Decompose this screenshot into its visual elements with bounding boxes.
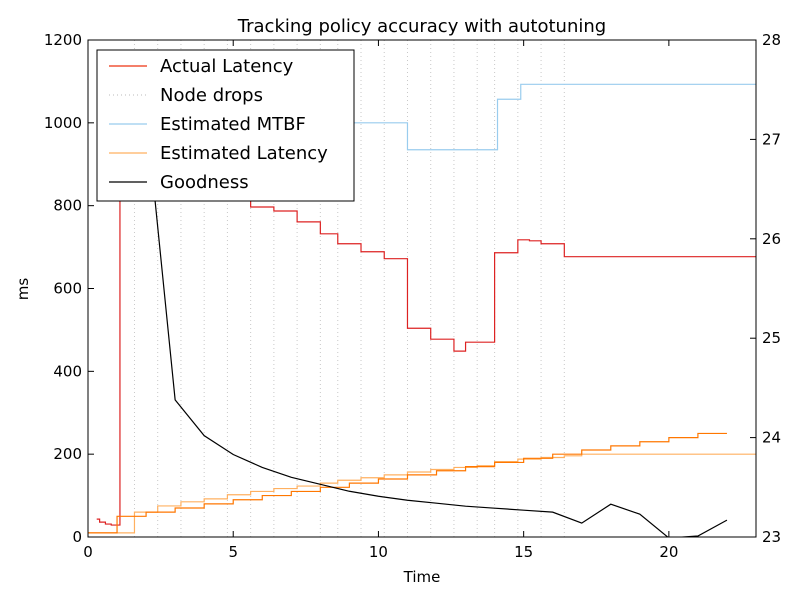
y-tick-label: 600 [53, 280, 82, 298]
y2-tick-label: 27 [762, 130, 781, 148]
ticks-layer: 0 5 10 15 2002004006008001000120023242526272… [44, 31, 781, 561]
series-line-estimated-mtbf-1 [343, 83, 756, 151]
y-tick-label: 0 [72, 528, 82, 546]
y2-tick-label: 28 [762, 31, 781, 49]
series-line-actual-latency-3 [88, 432, 727, 534]
legend-label-estimated-latency: Estimated Latency [160, 143, 328, 164]
y2-tick-label: 25 [762, 329, 781, 347]
y2-tick-label: 26 [762, 230, 781, 248]
y-tick-label: 1200 [44, 31, 82, 49]
y-tick-label: 200 [53, 445, 82, 463]
x-tick-label: 5 [228, 543, 238, 561]
x-tick-label: 20 [659, 543, 678, 561]
x-tick-label: 15 [514, 543, 533, 561]
y-tick-label: 1000 [44, 114, 82, 132]
series-line-estimated-latency-2 [88, 453, 756, 534]
series-line-goodness-4 [151, 169, 728, 537]
legend-label-goodness: Goodness [160, 172, 249, 193]
x-axis-label: Time [403, 568, 441, 586]
y-axis-label: ms [14, 278, 32, 301]
legend-label-estimated-mtbf: Estimated MTBF [160, 114, 306, 135]
y-tick-label: 800 [53, 197, 82, 215]
y2-tick-label: 23 [762, 528, 781, 546]
y2-tick-label: 24 [762, 429, 781, 447]
legend-box [96, 49, 355, 202]
x-tick-label: 10 [369, 543, 388, 561]
x-tick-label: 0 [83, 543, 93, 561]
chart-title: Tracking policy accuracy with autotuning [237, 16, 606, 37]
legend-label-node-drops: Node drops [160, 85, 263, 106]
legend-label-actual-latency: Actual Latency [160, 56, 294, 77]
legend: Actual Latency Node drops Estimated MTBF Es… [96, 49, 355, 202]
y-tick-label: 400 [53, 362, 82, 380]
